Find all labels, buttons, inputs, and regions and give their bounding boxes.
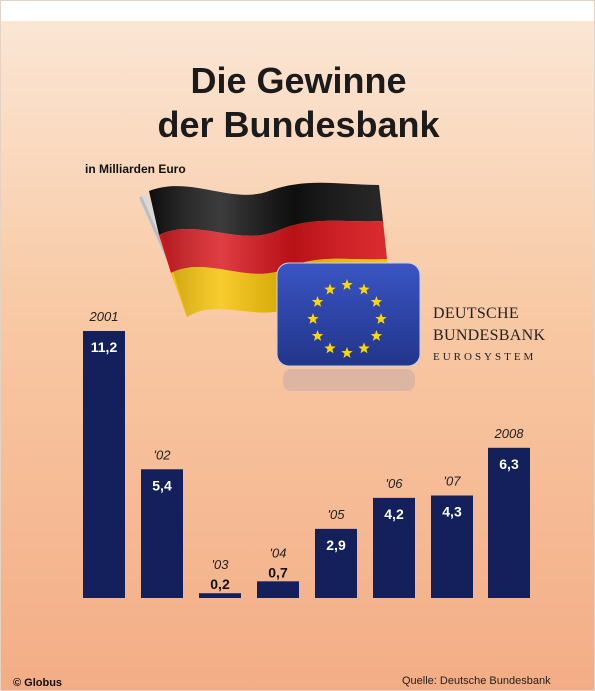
bar: [431, 495, 473, 598]
eu-star-icon: [307, 313, 319, 324]
title-line-2: der Bundesbank: [157, 104, 440, 145]
bar-year-label: '06: [386, 476, 404, 491]
bar-value-label: 2,9: [326, 537, 346, 553]
eu-star-icon: [375, 313, 387, 324]
bar: [315, 528, 357, 598]
bar: [83, 331, 125, 598]
bar: [257, 581, 299, 598]
bar-year-label: '05: [328, 507, 346, 522]
eu-star-icon: [311, 296, 324, 307]
bundesbank-logo-line-2: BUNDESBANK: [433, 327, 546, 344]
bar-year-label: 2008: [494, 426, 525, 441]
bar-value-label: 0,7: [268, 564, 288, 580]
eu-star-icon: [341, 279, 353, 290]
eu-star-icon: [358, 342, 370, 354]
chart-subtitle: in Milliarden Euro: [85, 162, 186, 176]
bar-year-label: '03: [212, 557, 230, 572]
bar: [488, 447, 530, 598]
chart-title: Die Gewinne der Bundesbank: [1, 59, 594, 147]
copyright-credit: © Globus: [13, 677, 63, 689]
eu-star-icon: [370, 296, 383, 307]
title-line-1: Die Gewinne: [190, 60, 407, 101]
eu-emblem-icon: [276, 262, 421, 391]
eu-star-icon: [324, 342, 336, 354]
eu-star-icon: [358, 283, 370, 295]
bar-value-label: 6,3: [499, 456, 519, 472]
bar-year-label: 2001: [89, 309, 119, 324]
bar-year-label: '02: [154, 447, 172, 462]
bar: [199, 593, 241, 598]
eu-star-icon: [341, 347, 353, 358]
bar-value-label: 11,2: [91, 339, 118, 355]
bar-year-label: '04: [270, 545, 287, 560]
bar: [373, 497, 415, 598]
eu-star-icon: [324, 283, 336, 295]
bar-year-label: '07: [444, 473, 462, 488]
bundesbank-logo-line-3: EUROSYSTEM: [433, 351, 537, 363]
bar-value-label: 4,2: [384, 506, 404, 522]
bundesbank-logo-line-1: DEUTSCHE: [433, 305, 519, 322]
eu-star-icon: [311, 330, 324, 341]
bar-value-label: 4,3: [442, 503, 462, 519]
eu-star-icon: [370, 330, 383, 341]
bar: [141, 469, 183, 598]
source-note: Quelle: Deutsche Bundesbank: [402, 675, 551, 687]
bar-value-label: 5,4: [152, 477, 172, 493]
top-strip: [1, 1, 594, 21]
bar-value-label: 0,2: [210, 576, 230, 592]
